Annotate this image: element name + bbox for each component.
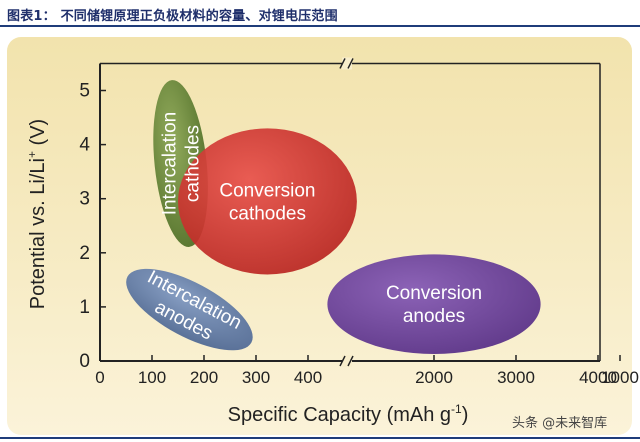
axis-break-gap xyxy=(342,355,352,367)
y-tick-label: 2 xyxy=(79,243,90,264)
x-tick-label: 100 xyxy=(138,368,166,387)
y-tick-label: 3 xyxy=(79,189,90,210)
region-label-line: Intercalation xyxy=(160,112,181,216)
x-axis-label: Specific Capacity (mAh g-1) xyxy=(228,402,469,426)
region-label-line: anodes xyxy=(403,306,465,327)
top-rule xyxy=(0,25,640,27)
x-tick-label: 3000 xyxy=(497,368,535,387)
region-conversion-cathodes xyxy=(178,128,357,275)
y-tick-label: 5 xyxy=(79,81,90,102)
x-tick-label: 400 xyxy=(294,368,322,387)
y-tick-label: 4 xyxy=(79,135,90,156)
bottom-rule xyxy=(0,437,640,439)
x-tick-label: 300 xyxy=(242,368,270,387)
figure-caption: 图表1： 不同储锂原理正负极材料的容量、对锂电压范围 xyxy=(7,9,338,24)
y-tick-label: 1 xyxy=(79,297,90,318)
region-label-conversion-anodes: Conversion anodes xyxy=(386,283,482,327)
region-label-line: cathodes xyxy=(183,125,204,202)
x-tick-label: 1000 xyxy=(601,368,639,387)
axis-break-gap xyxy=(342,57,352,70)
y-axis-label: Potential vs. Li/Li+ (V) xyxy=(25,119,49,309)
y-tick-label: 0 xyxy=(79,351,90,372)
watermark: 头条 @未来智库 xyxy=(512,416,608,431)
region-intercalation-anodes xyxy=(126,268,253,351)
x-tick-label: 4000 xyxy=(579,368,617,387)
axis-break-mark xyxy=(339,58,346,69)
region-label-line: Conversion xyxy=(386,283,482,304)
region-label-line: Conversion xyxy=(219,180,315,201)
region-label-intercalation-cathodes: Intercalation cathodes xyxy=(160,112,204,216)
x-tick-label: 0 xyxy=(95,368,104,387)
region-label-conversion-cathodes: Conversion cathodes xyxy=(219,180,315,224)
axis-break-mark xyxy=(347,58,354,69)
x-tick-label: 200 xyxy=(190,368,218,387)
region-label-line: cathodes xyxy=(229,203,306,224)
axis-break-mark xyxy=(347,355,354,367)
x-tick-label: 2000 xyxy=(415,368,453,387)
axis-break-mark xyxy=(339,355,346,367)
region-conversion-anodes xyxy=(327,254,541,354)
